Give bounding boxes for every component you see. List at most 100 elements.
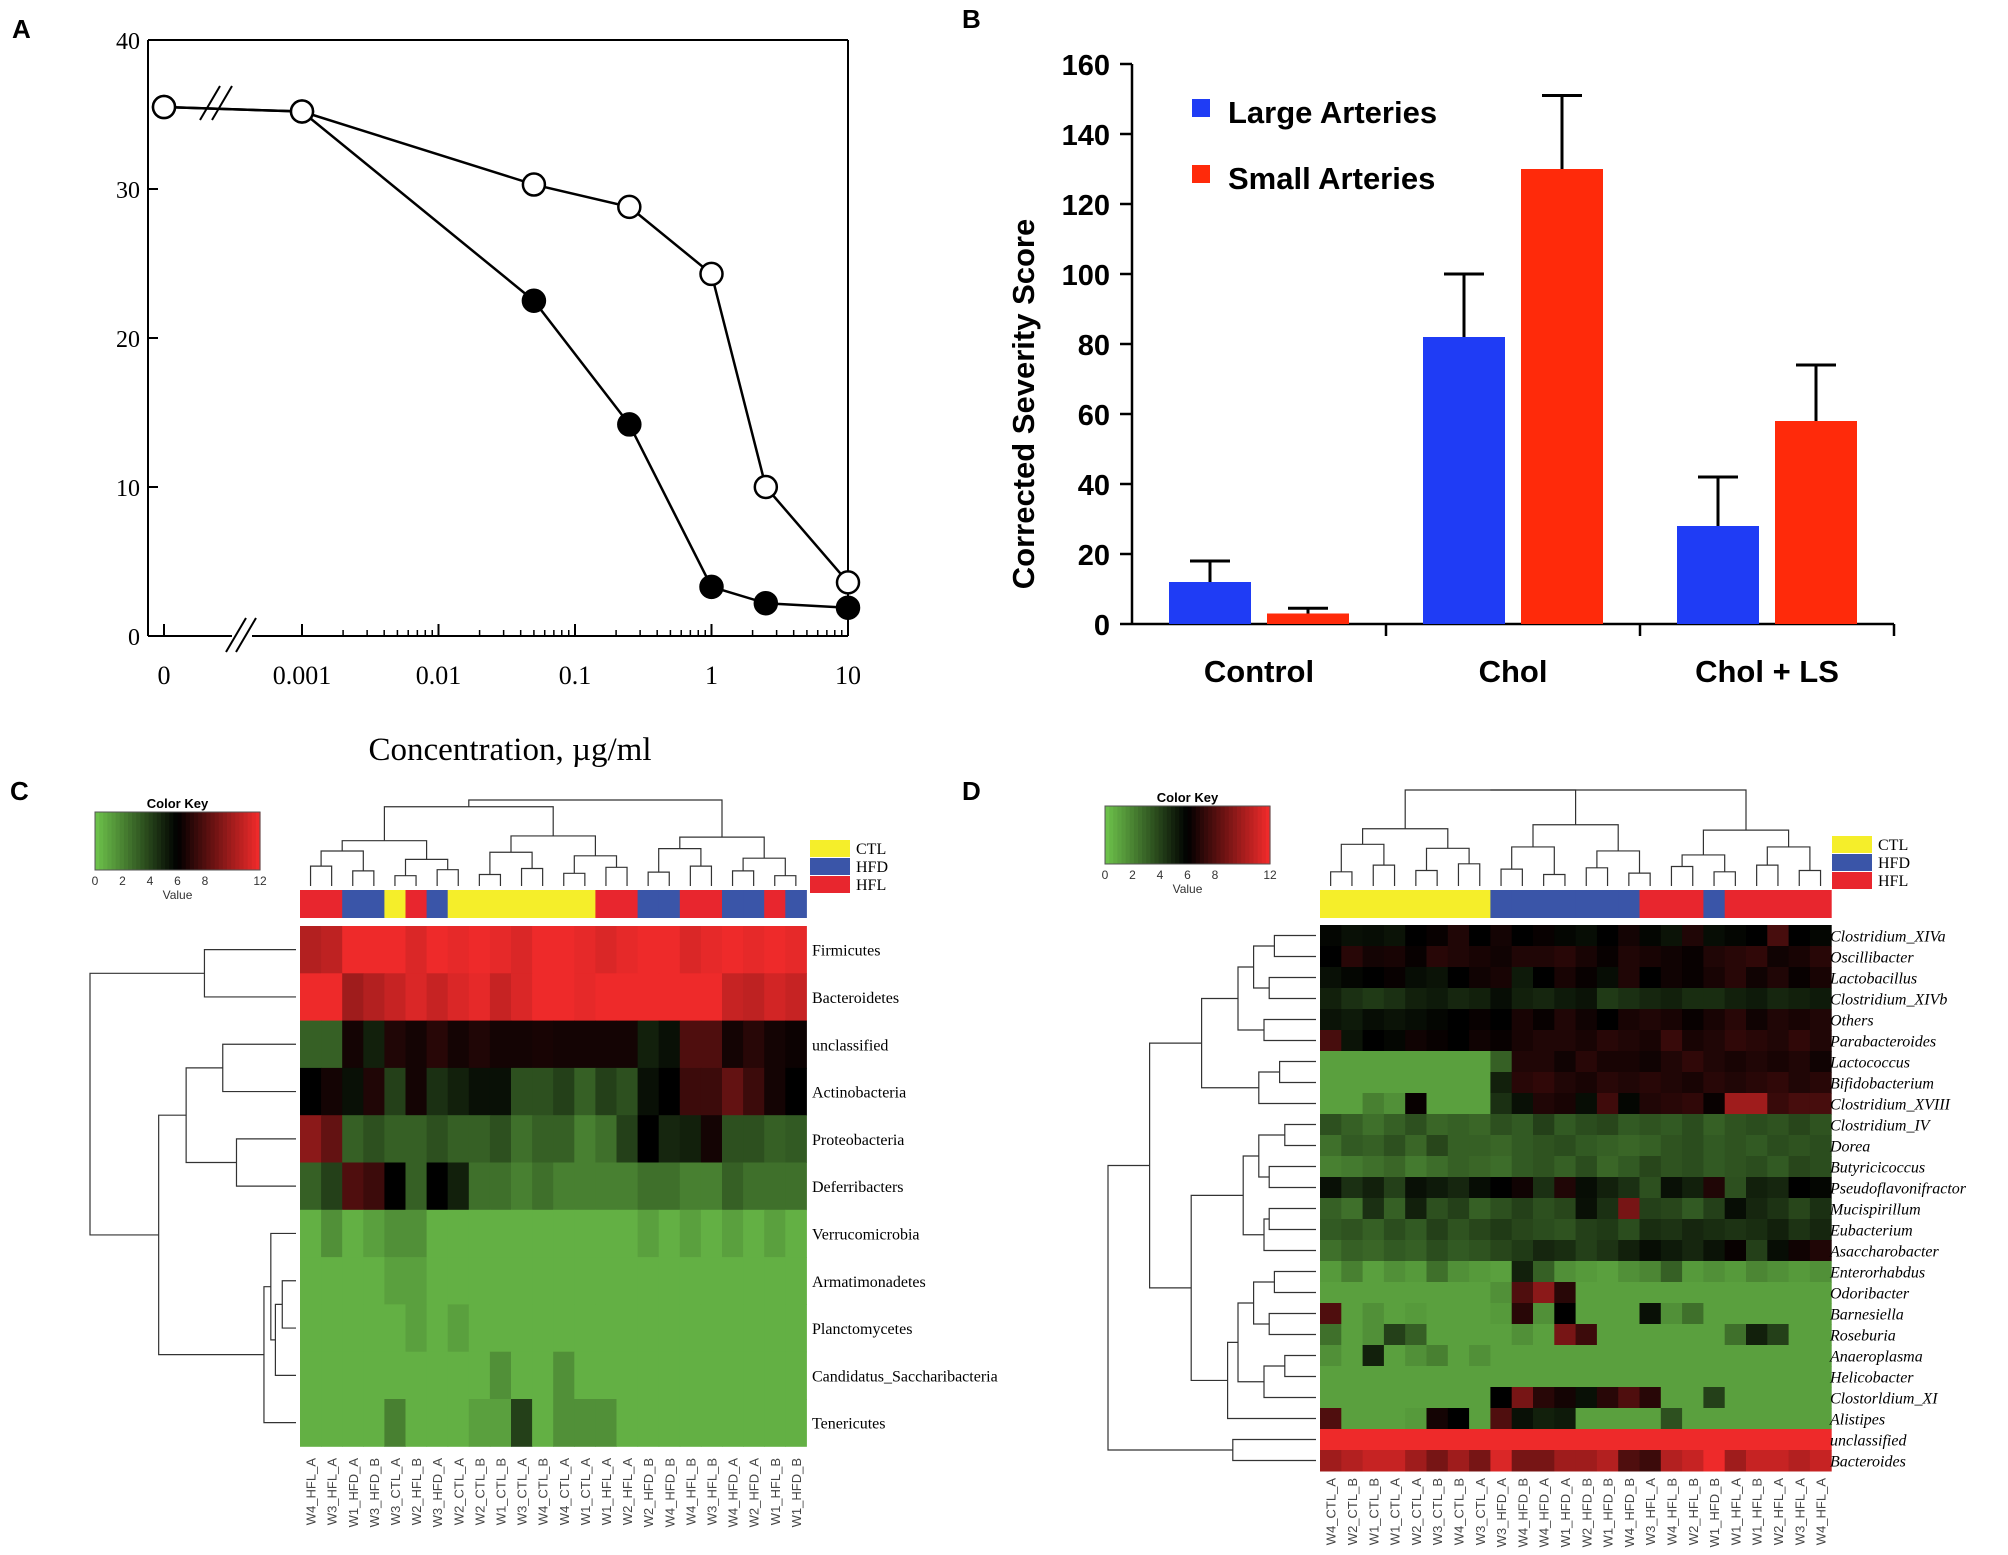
heatmap-cell: [1341, 1324, 1364, 1346]
heatmap-cell: [468, 1257, 491, 1305]
column-label: W2_CTL_A: [1409, 1478, 1424, 1546]
panel-d-label: D: [962, 776, 981, 806]
color-key-segment: [156, 812, 162, 870]
heatmap-cell: [1469, 1450, 1491, 1472]
group-bar-cell: [1554, 890, 1577, 918]
heatmap-cell: [1596, 1429, 1619, 1451]
heatmap-cell: [363, 1162, 385, 1211]
row-dendrogram-branch: [1258, 1134, 1285, 1178]
heatmap-cell: [1320, 1072, 1342, 1094]
heatmap-cell: [1618, 1051, 1640, 1073]
heatmap-cell: [595, 1162, 617, 1211]
heatmap-cell: [447, 973, 470, 1022]
heatmap-cell: [785, 1399, 807, 1447]
color-key-segment: [198, 812, 203, 870]
group-legend-label: HFL: [856, 877, 886, 894]
heatmap-cell: [1575, 1261, 1598, 1283]
color-key-segment: [1257, 806, 1263, 864]
group-bar-cell: [616, 890, 639, 918]
heatmap-cell: [553, 1115, 575, 1163]
heatmap-cell: [1490, 1240, 1513, 1262]
row-dendrogram-branch: [1242, 1155, 1264, 1236]
heatmap-cell: [1341, 1387, 1364, 1409]
heatmap-cell: [1788, 1282, 1811, 1304]
heatmap-cell: [1746, 1072, 1768, 1094]
heatmap-cell: [595, 1399, 617, 1447]
heatmap-cell: [1809, 1282, 1832, 1304]
heatmap-cell: [1682, 1093, 1704, 1115]
heatmap-cell: [764, 1162, 786, 1211]
heatmap-cell: [1596, 1093, 1619, 1115]
y-tick-label: 0: [1094, 610, 1110, 642]
heatmap-cell: [1511, 1450, 1534, 1472]
heatmap-cell: [1362, 1324, 1385, 1346]
heatmap-cell: [426, 1162, 449, 1211]
color-key-segment: [161, 812, 166, 870]
color-key-segment: [1253, 806, 1259, 864]
heatmap-cell: [1469, 946, 1491, 968]
heatmap-cell: [553, 1162, 575, 1211]
heatmap-cell: [1426, 1387, 1449, 1409]
color-key-tick: 6: [1184, 868, 1191, 882]
column-label: W1_HFL_A: [599, 1458, 614, 1526]
heatmap-cell: [1511, 1198, 1534, 1220]
heatmap-cell: [1809, 1261, 1832, 1283]
heatmap-cell: [1596, 1135, 1619, 1157]
group-legend-label: CTL: [856, 841, 886, 858]
heatmap-cell: [1426, 1303, 1449, 1325]
heatmap-cell: [1724, 1219, 1747, 1241]
heatmap-cell: [1320, 1366, 1342, 1388]
column-label: W4_CTL_A: [557, 1458, 572, 1526]
heatmap-cell: [785, 1257, 807, 1305]
heatmap-cell: [1554, 1156, 1577, 1178]
heatmap-cell: [405, 926, 428, 974]
row-dendrogram-branch: [1237, 966, 1264, 1031]
heatmap-cell: [1767, 1387, 1790, 1409]
heatmap-cell: [321, 973, 343, 1022]
heatmap-cell: [1490, 1051, 1513, 1073]
heatmap-cell: [574, 1351, 596, 1400]
heatmap-cell: [1490, 1156, 1513, 1178]
row-dendrogram-branch: [1273, 1270, 1316, 1294]
heatmap-cell: [1596, 1345, 1619, 1367]
heatmap-cell: [1320, 1261, 1342, 1283]
column-dendrogram-branch: [309, 865, 333, 886]
heatmap-cell: [511, 1162, 533, 1211]
heatmap-cell: [1383, 1387, 1406, 1409]
column-dendrogram-branch: [352, 870, 375, 886]
heatmap-cell: [1469, 1303, 1491, 1325]
heatmap-cell: [1660, 1345, 1683, 1367]
color-key-segment: [1166, 806, 1172, 864]
heatmap-cell: [1320, 1156, 1342, 1178]
heatmap-cell: [785, 1209, 807, 1258]
heatmap-cell: [1660, 1177, 1683, 1199]
column-label: W2_HFD_A: [747, 1458, 762, 1528]
heatmap-cell: [447, 1351, 470, 1400]
heatmap-cell: [1447, 1261, 1470, 1283]
heatmap-cell: [1596, 1282, 1619, 1304]
heatmap-cell: [1788, 1156, 1811, 1178]
heatmap-cell: [1341, 1450, 1364, 1472]
row-label: Clostridium_IV: [1830, 1118, 1932, 1135]
heatmap-cell: [321, 926, 343, 974]
color-key-segment: [1162, 806, 1168, 864]
color-key-segment: [1265, 806, 1271, 864]
heatmap-cell: [1639, 1009, 1662, 1031]
heatmap-cell: [1405, 1093, 1427, 1115]
heatmap-cell: [722, 1020, 744, 1069]
heatmap-cell: [1767, 967, 1790, 989]
heatmap-cell: [1405, 1114, 1427, 1136]
heatmap-cell: [679, 1067, 702, 1116]
heatmap-cell: [700, 1351, 723, 1400]
heatmap-cell: [1490, 1450, 1513, 1472]
heatmap-cell: [1724, 1324, 1747, 1346]
heatmap-cell: [1809, 1030, 1832, 1052]
heatmap-cell: [574, 1162, 596, 1211]
group-bar-cell: [1639, 890, 1662, 918]
heatmap-cell: [532, 1162, 554, 1211]
heatmap-cell: [1809, 1135, 1832, 1157]
color-key-segment: [1179, 806, 1184, 864]
row-label: Deferribacters: [812, 1179, 904, 1196]
row-label: Odoribacter: [1830, 1286, 1910, 1303]
